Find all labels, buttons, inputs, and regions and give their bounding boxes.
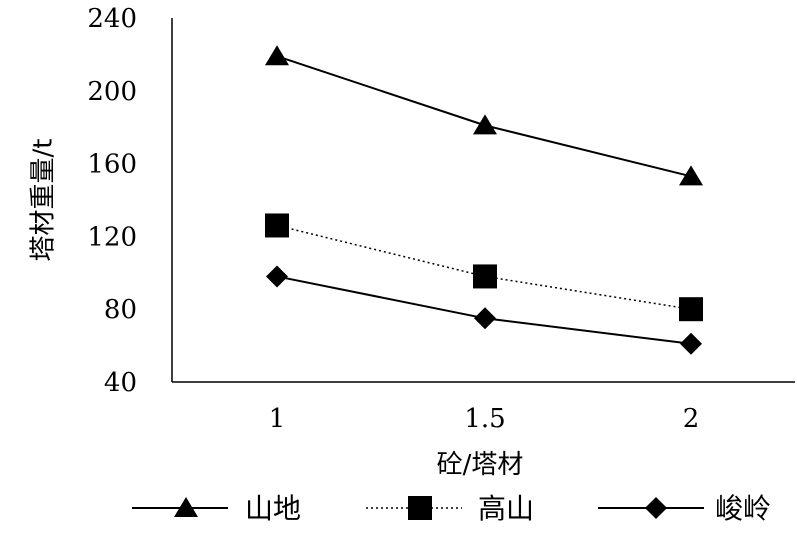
y-tick-label: 40 xyxy=(104,368,137,398)
x-tick-label: 2 xyxy=(683,404,700,434)
data-point xyxy=(680,332,702,355)
x-axis-title: 砼/塔材 xyxy=(437,450,524,480)
legend-marker xyxy=(174,497,198,517)
y-tick-label: 200 xyxy=(87,77,137,107)
data-point xyxy=(473,114,497,135)
series-2 xyxy=(265,213,703,322)
y-tick-label: 240 xyxy=(87,4,137,34)
plot-area xyxy=(265,45,703,355)
legend: 山地 高山 峻岭 xyxy=(132,492,771,525)
data-point xyxy=(679,297,703,322)
y-tick-label: 160 xyxy=(87,150,137,180)
legend-label: 山地 xyxy=(245,492,301,525)
data-point xyxy=(266,265,288,288)
x-tick-labels: 1 1.5 2 xyxy=(269,404,700,434)
data-point xyxy=(473,264,497,289)
data-point xyxy=(265,45,289,66)
legend-label: 峻岭 xyxy=(715,492,771,525)
x-tick-label: 1 xyxy=(269,404,286,434)
series-3 xyxy=(266,265,702,355)
axes xyxy=(171,18,795,383)
legend-marker xyxy=(408,496,432,520)
y-tick-label: 120 xyxy=(87,222,137,252)
x-tick-label: 1.5 xyxy=(464,404,505,434)
legend-item: 峻岭 xyxy=(598,492,771,525)
legend-item: 山地 xyxy=(132,492,301,525)
legend-marker xyxy=(645,497,667,519)
y-tick-labels: 40 80 120 160 200 240 xyxy=(87,4,137,398)
y-axis-title: 塔材重量/t xyxy=(29,139,59,262)
data-point xyxy=(679,165,703,186)
series-line xyxy=(276,224,692,310)
legend-item: 高山 xyxy=(366,492,534,525)
data-point xyxy=(265,213,289,238)
y-tick-label: 80 xyxy=(104,295,137,325)
legend-label: 高山 xyxy=(478,492,534,525)
series-1 xyxy=(265,45,703,186)
data-point xyxy=(474,307,496,330)
